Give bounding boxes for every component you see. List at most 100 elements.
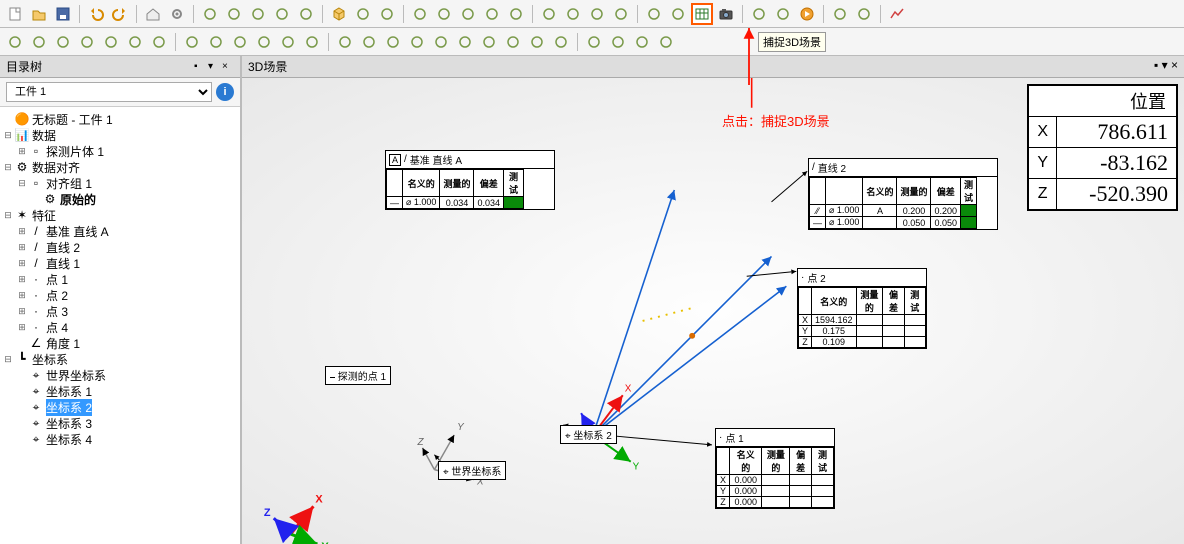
grid-button[interactable] <box>505 3 527 25</box>
tree-node[interactable]: ⊞·点 2 <box>2 287 240 303</box>
m3-button[interactable] <box>631 31 653 53</box>
s3-button[interactable] <box>229 31 251 53</box>
spark-button[interactable] <box>223 3 245 25</box>
callout-world-cs: ⌖ 世界坐标系 <box>438 461 506 480</box>
panel-dropdown-icon[interactable]: ▾ <box>208 61 220 73</box>
tree-node[interactable]: ⊞/基准 直线 A <box>2 223 240 239</box>
scissors-button[interactable] <box>433 3 455 25</box>
wave-button[interactable] <box>409 3 431 25</box>
s1-button[interactable] <box>181 31 203 53</box>
s4-button[interactable] <box>253 31 275 53</box>
redo-button[interactable] <box>109 3 131 25</box>
cube-button[interactable] <box>328 3 350 25</box>
g8-button[interactable] <box>502 31 524 53</box>
compass-button[interactable] <box>610 3 632 25</box>
probe-button[interactable] <box>199 3 221 25</box>
camera-button[interactable] <box>715 3 737 25</box>
filter-button[interactable] <box>748 3 770 25</box>
tree-node[interactable]: ⊟✶特征 <box>2 207 240 223</box>
g9-button[interactable] <box>526 31 548 53</box>
tree-node[interactable]: ⊞·点 4 <box>2 319 240 335</box>
camera-doc-button[interactable] <box>667 3 689 25</box>
g10-button[interactable] <box>550 31 572 53</box>
tree-node[interactable]: ⊟⚙数据对齐 <box>2 159 240 175</box>
m2-button[interactable] <box>607 31 629 53</box>
callout-datum-line-a: A/基准 直线 A 名义的测量的偏差测试 —⌀ 1.0000.0340.034 <box>385 150 555 210</box>
t3-button[interactable] <box>52 31 74 53</box>
list-button[interactable] <box>853 3 875 25</box>
tree-node[interactable]: ⊞/直线 1 <box>2 255 240 271</box>
tree-node[interactable]: ⌖坐标系 1 <box>2 383 240 399</box>
workpiece-combo[interactable]: 工件 1 <box>6 82 212 102</box>
m4-button[interactable] <box>655 31 677 53</box>
t6-button[interactable] <box>124 31 146 53</box>
tree-node[interactable]: ⊟📊数据 <box>2 127 240 143</box>
tree-node[interactable]: 🟠无标题 - 工件 1 <box>2 111 240 127</box>
binary-button[interactable] <box>247 3 269 25</box>
play-circle-button[interactable] <box>796 3 818 25</box>
callout-cs-2: ⌖ 坐标系 2 <box>560 425 617 444</box>
ops1-button[interactable] <box>352 3 374 25</box>
t2-button[interactable] <box>28 31 50 53</box>
tree-node[interactable]: ⊟┗坐标系 <box>2 351 240 367</box>
tree-node[interactable]: ⌖世界坐标系 <box>2 367 240 383</box>
tree-node[interactable]: ⌖坐标系 4 <box>2 431 240 447</box>
tree-node[interactable]: ⊞·点 1 <box>2 271 240 287</box>
scene-dropdown-icon[interactable]: ▾ <box>1162 58 1168 72</box>
tree-node[interactable]: ⚙原始的 <box>2 191 240 207</box>
ops2-button[interactable] <box>376 3 398 25</box>
zoom-button[interactable] <box>481 3 503 25</box>
tree-node[interactable]: ⌖坐标系 2 <box>2 399 240 415</box>
clipboard-button[interactable] <box>643 3 665 25</box>
s6-button[interactable] <box>301 31 323 53</box>
g7-button[interactable] <box>478 31 500 53</box>
tree-panel: 目录树 ▪ ▾ × 工件 1 i 🟠无标题 - 工件 1⊟📊数据⊞▫探测片体 1… <box>0 56 242 544</box>
pin-button[interactable] <box>295 3 317 25</box>
tree-node[interactable]: ⊞/直线 2 <box>2 239 240 255</box>
g1-button[interactable] <box>334 31 356 53</box>
sun-button[interactable] <box>271 3 293 25</box>
m1-button[interactable] <box>583 31 605 53</box>
file-save-button[interactable] <box>52 3 74 25</box>
g2-button[interactable] <box>358 31 380 53</box>
t5-button[interactable] <box>100 31 122 53</box>
s2-button[interactable] <box>205 31 227 53</box>
panel-pin-icon[interactable]: ▪ <box>194 61 206 73</box>
sync-button[interactable] <box>538 3 560 25</box>
home-button[interactable] <box>142 3 164 25</box>
model-tree[interactable]: 🟠无标题 - 工件 1⊟📊数据⊞▫探测片体 1⊟⚙数据对齐⊟▫对齐组 1⚙原始的… <box>0 107 240 544</box>
g5-button[interactable] <box>430 31 452 53</box>
scene-close-icon[interactable]: × <box>1171 58 1178 72</box>
dot-button[interactable] <box>772 3 794 25</box>
panel-close-icon[interactable]: × <box>222 61 234 73</box>
scene-pin-icon[interactable]: ▪ <box>1154 58 1158 72</box>
table-button[interactable] <box>691 3 713 25</box>
settings-button[interactable] <box>166 3 188 25</box>
main-area: 目录树 ▪ ▾ × 工件 1 i 🟠无标题 - 工件 1⊟📊数据⊞▫探测片体 1… <box>0 56 1184 544</box>
tree-node[interactable]: ⌖坐标系 3 <box>2 415 240 431</box>
scene-header: 3D场景 ▪ ▾ × <box>242 56 1184 78</box>
line-chart-button[interactable] <box>886 3 908 25</box>
g6-button[interactable] <box>454 31 476 53</box>
chart-button[interactable] <box>829 3 851 25</box>
file-open-button[interactable] <box>28 3 50 25</box>
undo-button[interactable] <box>85 3 107 25</box>
tree-node[interactable]: ∠角度 1 <box>2 335 240 351</box>
t1-button[interactable] <box>4 31 26 53</box>
svg-text:Y: Y <box>457 422 465 433</box>
find-button[interactable] <box>562 3 584 25</box>
scene-3d-viewport[interactable]: X Y Z X Y X Y Z <box>242 78 1184 544</box>
file-new-button[interactable] <box>4 3 26 25</box>
s5-button[interactable] <box>277 31 299 53</box>
t4-button[interactable] <box>76 31 98 53</box>
wand-button[interactable] <box>457 3 479 25</box>
t7-button[interactable] <box>148 31 170 53</box>
ruler-button[interactable] <box>586 3 608 25</box>
tree-node[interactable]: ⊟▫对齐组 1 <box>2 175 240 191</box>
info-icon[interactable]: i <box>216 83 234 101</box>
tree-node[interactable]: ⊞▫探测片体 1 <box>2 143 240 159</box>
tree-node[interactable]: ⊞·点 3 <box>2 303 240 319</box>
g4-button[interactable] <box>406 31 428 53</box>
g3-button[interactable] <box>382 31 404 53</box>
toolbar-secondary <box>0 28 1184 56</box>
